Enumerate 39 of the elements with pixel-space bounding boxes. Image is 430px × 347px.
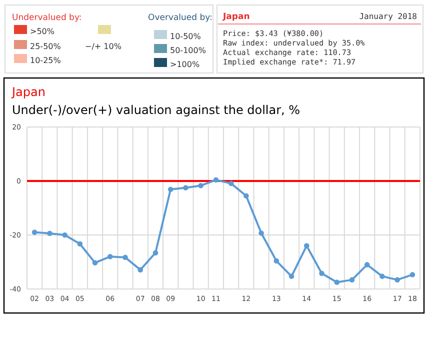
text: Overvalued by: bbox=[148, 13, 212, 23]
category-label: 50-100% bbox=[170, 46, 206, 55]
point bbox=[380, 274, 385, 279]
chart-subtitle: Under(-)/over(+) valuation against the dollar, % bbox=[12, 103, 300, 117]
point bbox=[410, 272, 416, 278]
point bbox=[394, 277, 400, 282]
category-label: 10-50% bbox=[170, 32, 202, 41]
chart-title: Japan bbox=[11, 85, 46, 99]
point bbox=[364, 262, 370, 268]
point bbox=[244, 193, 249, 198]
point bbox=[228, 180, 234, 186]
point bbox=[198, 182, 204, 188]
point bbox=[288, 274, 294, 279]
point bbox=[274, 258, 280, 264]
category-label: 10-25% bbox=[30, 56, 62, 65]
point bbox=[122, 254, 128, 260]
category-label: −/+ 10% bbox=[85, 42, 122, 51]
point bbox=[168, 186, 174, 192]
point bbox=[92, 260, 98, 266]
point bbox=[152, 250, 158, 256]
point bbox=[319, 270, 324, 276]
point bbox=[47, 230, 52, 236]
text: Japan bbox=[222, 12, 250, 22]
category-label: 25-50% bbox=[30, 42, 62, 51]
point bbox=[258, 230, 264, 236]
point bbox=[349, 277, 355, 282]
point bbox=[107, 254, 113, 260]
point bbox=[138, 267, 144, 272]
point bbox=[77, 241, 83, 247]
point bbox=[304, 243, 310, 248]
point bbox=[62, 232, 68, 238]
point bbox=[183, 185, 188, 190]
point bbox=[32, 230, 38, 235]
text: January 2018 bbox=[359, 12, 418, 21]
category-label: >50% bbox=[30, 27, 55, 36]
category-label: >100% bbox=[170, 60, 200, 69]
text: Undervalued by: bbox=[12, 13, 82, 23]
point bbox=[334, 280, 340, 285]
point bbox=[213, 177, 219, 183]
